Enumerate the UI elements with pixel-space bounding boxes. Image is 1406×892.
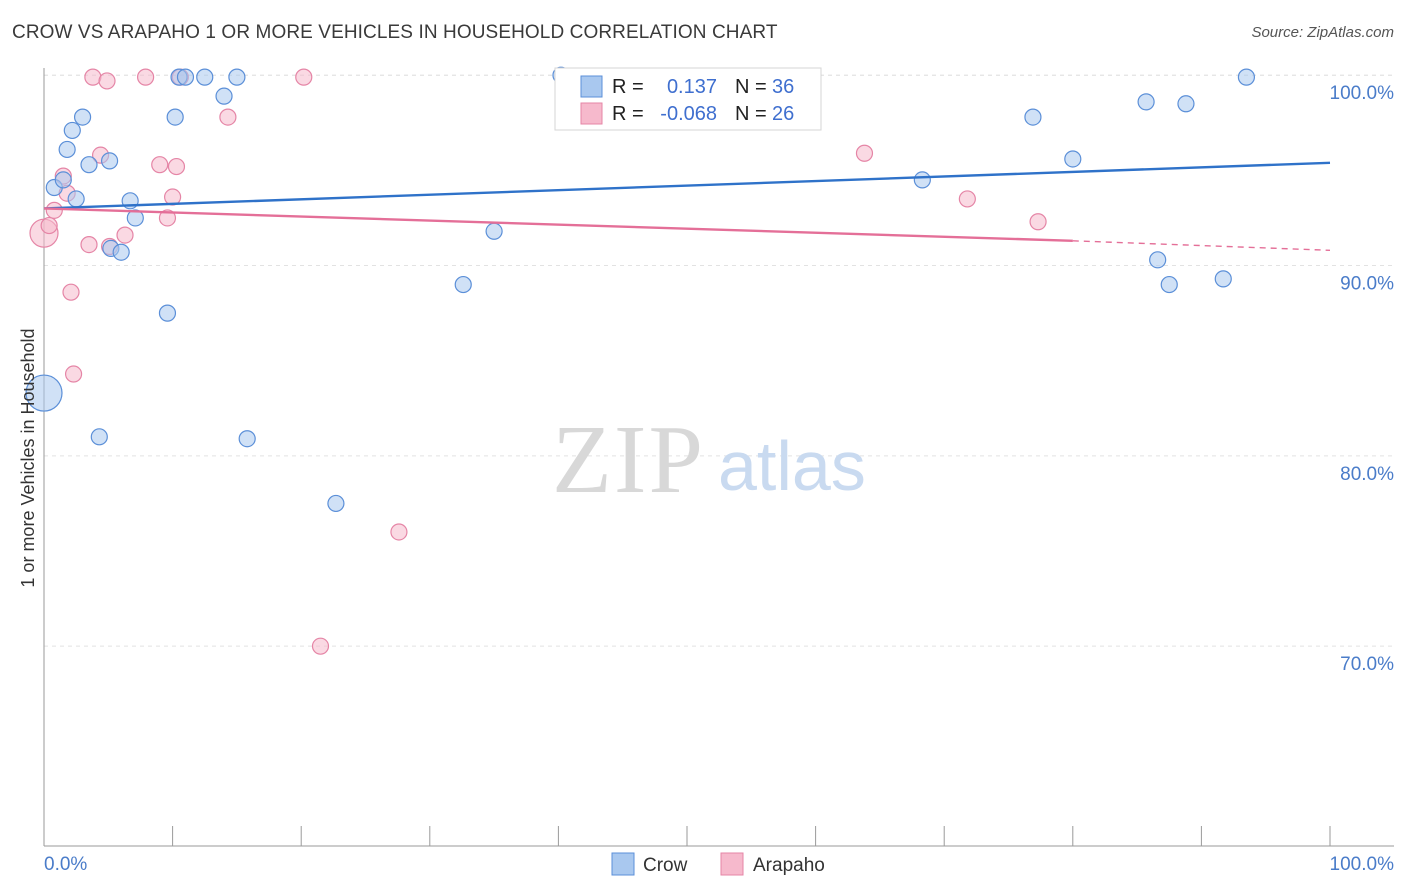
legend-swatch-crow [580,75,603,98]
arapaho-point-10 [98,72,116,90]
arapaho-trend-extension [1072,240,1331,252]
y-axis-title: 1 or more Vehicles in Household [18,328,38,587]
arapaho-point-15 [158,209,177,227]
crow-point-29 [1064,150,1082,168]
chart-title: CROW VS ARAPAHO 1 OR MORE VEHICLES IN HO… [12,22,778,43]
series-arapaho-points [29,68,1047,655]
arapaho-point-7 [80,236,98,254]
crow-point-19 [215,87,233,105]
legend-r-label-arapaho: R = [612,103,644,125]
legend-n-label-crow: N = [735,76,767,98]
arapaho-point-14 [151,156,169,174]
crow-point-9 [100,152,119,170]
y-tick-label-100: 100.0% [1330,83,1395,104]
x-tick-label-min: 0.0% [44,854,87,875]
crow-point-27 [913,171,931,189]
crow-point-2 [54,171,72,189]
x-tick-labels: 0.0% 100.0% [44,854,1394,875]
legend-r-label-crow: R = [612,76,644,98]
series-legend-label-arapaho: Arapaho [753,855,825,876]
crow-point-3 [58,140,76,159]
arapaho-point-1 [40,216,58,235]
trend-lines [43,161,1331,252]
legend-n-value-arapaho: 26 [772,103,794,125]
crow-point-7 [80,156,98,174]
watermark-atlas: atlas [718,427,866,505]
crow-point-34 [1214,270,1232,288]
crow-point-6 [73,108,92,126]
crow-point-15 [166,108,184,126]
legend-n-label-arapaho: N = [735,103,767,125]
arapaho-point-19 [219,108,237,126]
series-legend-swatch-crow [611,852,635,876]
arapaho-point-25 [1029,213,1047,231]
source-credit: Source: ZipAtlas.com [1251,24,1394,41]
crow-point-20 [228,68,246,86]
crow-point-5 [67,190,85,208]
arapaho-point-21 [311,637,330,655]
legend-r-value-crow: 0.137 [667,76,717,98]
arapaho-point-24 [958,190,976,208]
crow-point-24 [485,222,503,240]
crow-point-0 [25,374,63,412]
arapaho-point-22 [390,523,408,541]
crow-point-13 [126,209,144,227]
series-legend-label-crow: Crow [643,855,688,876]
x-tick-label-max: 100.0% [1330,854,1395,875]
arapaho-point-2 [45,201,63,219]
series-legend: Crow Arapaho [611,852,825,876]
correlation-legend: R = 0.137 N = 36 R = -0.068 N = 26 [554,67,822,131]
arapaho-point-8 [84,68,102,86]
legend-n-value-crow: 36 [772,76,794,98]
arapaho-point-5 [62,283,80,301]
arapaho-point-23 [855,144,874,162]
crow-point-8 [90,428,108,446]
y-tick-label-90: 90.0% [1340,274,1394,295]
grid-lines [44,74,1394,647]
crow-point-23 [454,275,472,294]
crow-point-18 [196,68,214,86]
crow-point-4 [63,121,81,140]
crow-trend-line [43,161,1331,210]
arapaho-point-13 [136,68,155,86]
arapaho-trend-line [43,207,1073,242]
axes [43,68,1394,847]
crow-point-28 [1024,108,1042,126]
y-tick-label-70: 70.0% [1340,654,1394,675]
crow-point-22 [327,494,345,513]
series-legend-swatch-arapaho [720,852,744,876]
arapaho-point-17 [167,157,186,176]
y-tick-label-80: 80.0% [1340,464,1394,485]
x-tick-marks [43,826,1331,846]
crow-point-35 [1237,68,1256,86]
legend-r-value-arapaho: -0.068 [660,103,717,125]
arapaho-point-20 [295,68,313,86]
crow-point-21 [238,430,256,448]
crow-point-17 [176,68,195,86]
crow-point-14 [158,304,177,322]
crow-point-11 [112,243,130,261]
crow-point-31 [1149,251,1167,269]
arapaho-point-12 [116,226,134,244]
legend-swatch-arapaho [580,102,603,125]
crow-point-32 [1160,275,1178,294]
crow-point-30 [1137,93,1155,111]
watermark: ZIP atlas [552,406,866,514]
arapaho-point-6 [64,365,83,383]
watermark-zip: ZIP [552,406,705,514]
crow-point-33 [1177,95,1195,113]
y-tick-labels: 70.0% 80.0% 90.0% 100.0% [1330,83,1395,675]
